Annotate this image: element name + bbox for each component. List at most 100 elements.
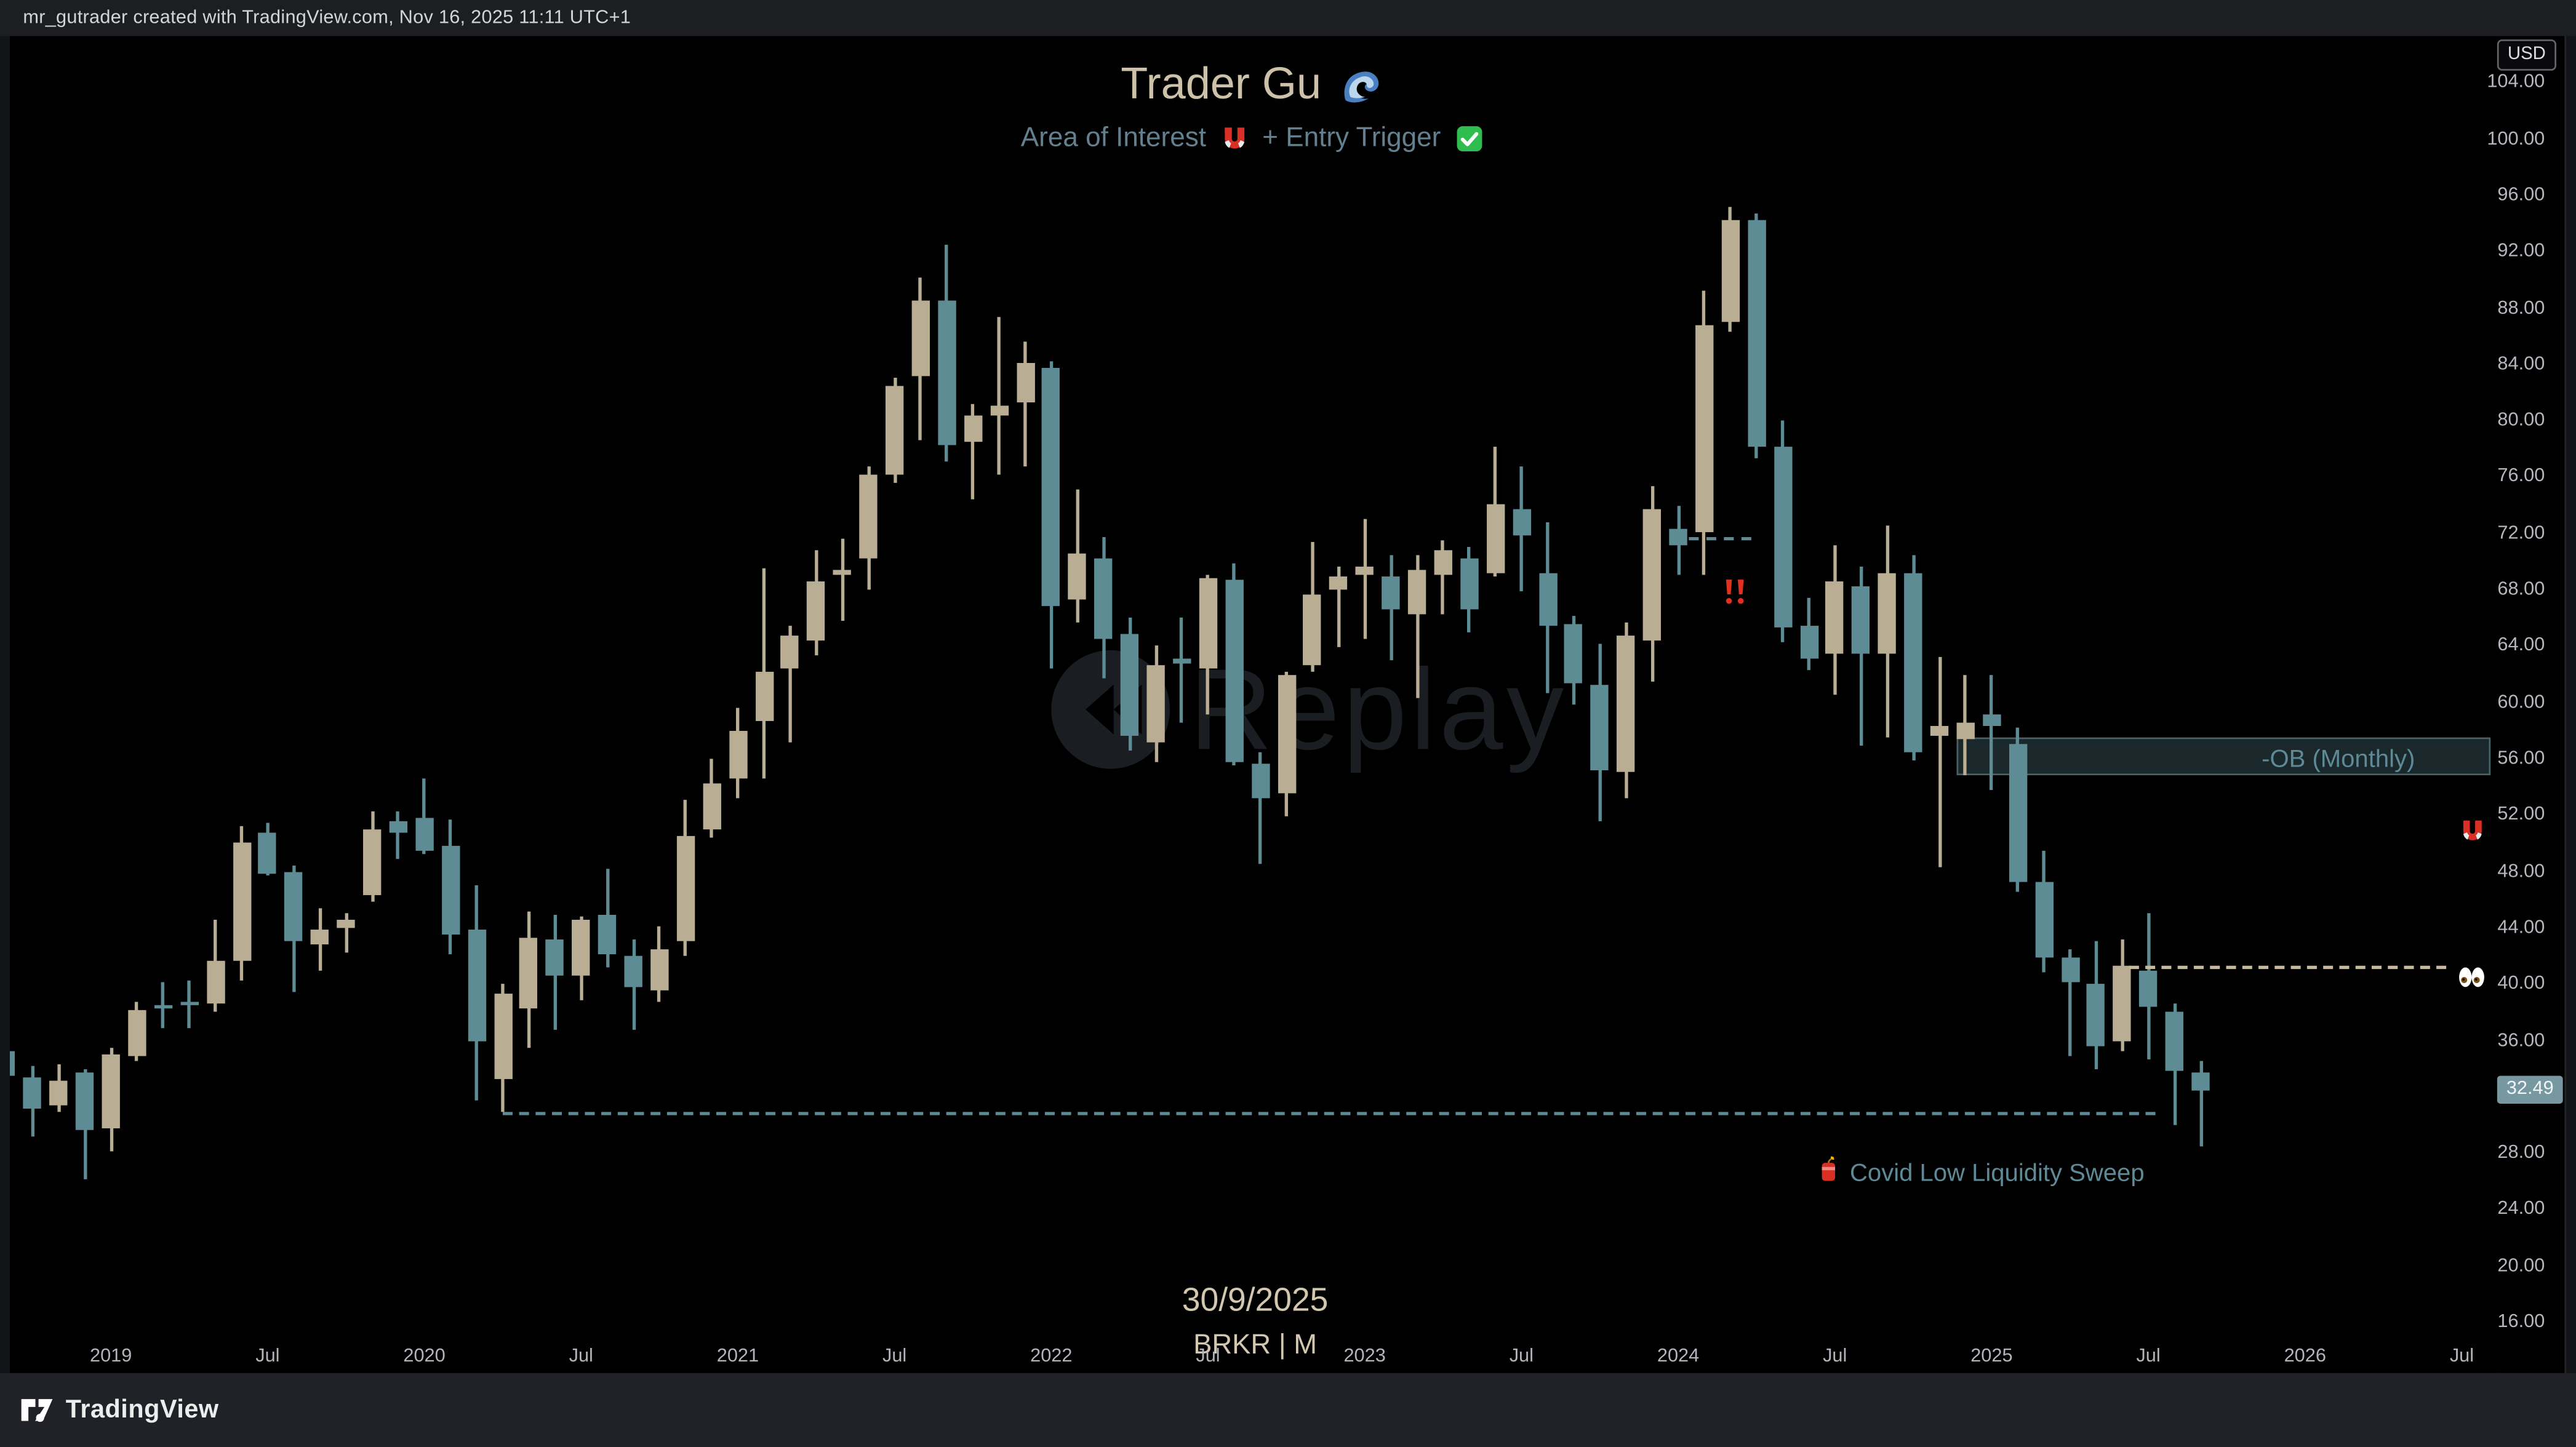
price-axis-label: 84.00 xyxy=(2497,354,2545,375)
candle xyxy=(1460,558,1479,610)
candle-wick xyxy=(396,810,400,859)
candle xyxy=(1303,595,1322,666)
candle xyxy=(1120,633,1139,736)
subtitle-text-2: + Entry Trigger xyxy=(1262,123,1441,153)
candle xyxy=(1512,509,1531,536)
candle xyxy=(754,671,774,721)
candle xyxy=(937,301,956,445)
candle xyxy=(2034,881,2053,958)
price-axis-label: 104.00 xyxy=(2487,72,2545,93)
candle xyxy=(964,415,982,442)
candle-wick xyxy=(1180,618,1184,722)
candle xyxy=(1617,636,1635,771)
candle xyxy=(23,1077,42,1109)
candle xyxy=(1068,552,1087,600)
price-axis-label: 92.00 xyxy=(2497,241,2545,261)
candle xyxy=(284,872,303,941)
order-block-zone[interactable] xyxy=(1956,737,2491,775)
candle xyxy=(1382,576,1400,610)
covid-low-line[interactable] xyxy=(502,1112,2156,1116)
candle xyxy=(76,1072,94,1131)
candle xyxy=(362,829,382,896)
candle xyxy=(781,636,799,669)
tradingview-logo-icon[interactable] xyxy=(20,1395,54,1426)
candle-wick xyxy=(1337,567,1340,648)
price-axis-label: 76.00 xyxy=(2497,467,2545,487)
footer-bar: TradingView xyxy=(0,1373,2576,1447)
chart-title: Trader Gu xyxy=(10,59,2500,116)
candle xyxy=(1146,665,1165,742)
plot-area[interactable]: Replay Trader Gu Area of Interest xyxy=(10,36,2501,1373)
tradingview-brand-text[interactable]: TradingView xyxy=(65,1395,219,1424)
time-axis-label: 2022 xyxy=(1030,1347,1073,1367)
candle xyxy=(232,842,251,960)
price-axis-label: 56.00 xyxy=(2497,749,2545,769)
candle xyxy=(2165,1012,2184,1070)
dynamite-emoji xyxy=(1817,1156,1840,1189)
header-bar: mr_gutrader created with TradingView.com… xyxy=(0,0,2576,36)
candle-wick xyxy=(1362,519,1367,639)
candle xyxy=(1538,572,1557,626)
time-axis-label: Jul xyxy=(2449,1347,2474,1367)
replay-watermark: Replay xyxy=(1048,644,1567,775)
currency-badge[interactable]: USD xyxy=(2497,39,2556,71)
candle xyxy=(1094,558,1113,639)
time-axis-label: 2024 xyxy=(1657,1347,1700,1367)
candle xyxy=(154,1005,172,1008)
entry-trigger-line[interactable] xyxy=(1689,537,1751,541)
covid-sweep-text: Covid Low Liquidity Sweep xyxy=(1850,1158,2145,1187)
price-axis-label: 36.00 xyxy=(2497,1030,2545,1051)
candle xyxy=(1721,220,1740,322)
time-axis-label: Jul xyxy=(2136,1347,2161,1367)
candle xyxy=(441,846,460,935)
candle xyxy=(2139,970,2158,1007)
candle xyxy=(206,960,225,1004)
candle xyxy=(1956,722,1975,739)
time-axis-label: Jul xyxy=(569,1347,593,1367)
eyes-watch-line[interactable] xyxy=(2129,965,2447,970)
candle xyxy=(1695,324,1714,532)
candle xyxy=(494,994,512,1080)
price-axis[interactable]: 104.00 100.00 96.00 92.00 88.00 84.00 80.00 76.… xyxy=(2487,36,2565,1373)
candle-wick xyxy=(344,912,348,954)
candle xyxy=(807,581,825,640)
magnet-emoji xyxy=(2459,818,2486,852)
price-axis-label: 68.00 xyxy=(2497,580,2545,600)
price-axis-label: 100.00 xyxy=(2487,129,2545,149)
time-axis-label: 2023 xyxy=(1343,1347,1386,1367)
candle-wick xyxy=(422,778,426,853)
time-axis-label: 2026 xyxy=(2284,1347,2326,1367)
time-axis-label: 2019 xyxy=(90,1347,132,1367)
check-emoji xyxy=(1455,125,1482,161)
candle xyxy=(1486,503,1505,573)
candle xyxy=(1852,586,1870,653)
candle xyxy=(1329,576,1348,590)
candle xyxy=(676,836,695,942)
candle-wick xyxy=(2199,1061,2202,1147)
candle xyxy=(258,832,277,874)
candle xyxy=(102,1054,120,1128)
price-axis-label: 60.00 xyxy=(2497,692,2545,712)
price-axis-label: 28.00 xyxy=(2497,1143,2545,1163)
candle xyxy=(1564,623,1583,683)
candle xyxy=(1407,570,1426,614)
candle xyxy=(911,301,930,377)
candle xyxy=(1826,581,1844,653)
candle xyxy=(833,570,852,576)
candle xyxy=(1016,362,1034,402)
candle-wick xyxy=(1937,657,1942,867)
candle xyxy=(1434,550,1452,576)
candle xyxy=(180,1001,199,1006)
chart-title-text: Trader Gu xyxy=(1121,59,1322,109)
candle-wick xyxy=(2068,949,2072,1056)
attribution-text: mr_gutrader created with TradingView.com… xyxy=(23,8,631,28)
time-axis-label: Jul xyxy=(255,1347,280,1367)
candle-wick xyxy=(788,626,792,743)
candle-wick xyxy=(1023,341,1027,467)
last-price-label: 32.49 xyxy=(2497,1075,2563,1104)
candle xyxy=(2009,744,2027,883)
candle xyxy=(598,915,617,955)
candle-wick xyxy=(1415,554,1419,698)
covid-sweep-label: Covid Low Liquidity Sweep xyxy=(1817,1156,2145,1189)
